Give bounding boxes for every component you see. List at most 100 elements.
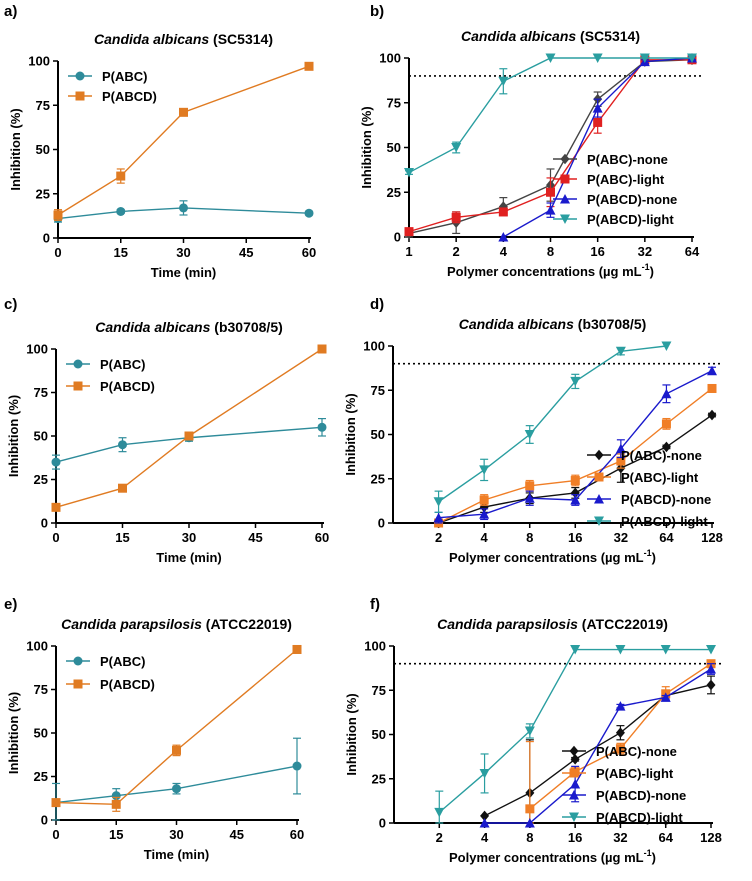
data-point [304, 208, 314, 218]
legend-label: P(ABC)-none [587, 152, 668, 167]
x-tick-label: 0 [54, 245, 61, 260]
series-line [55, 648, 298, 806]
x-tick-label: 4 [481, 530, 489, 545]
y-tick-label: 25 [372, 771, 386, 786]
legend: P(ABC) P(ABCD) [66, 654, 155, 692]
data-point [525, 804, 535, 814]
legend-label: P(ABC) [102, 69, 148, 84]
y-axis-label: Inhibition (%) [343, 393, 358, 475]
chart-title-species: Candida parapsilosis [61, 616, 202, 632]
data-point [661, 419, 671, 429]
series-line [57, 207, 310, 220]
data-point [479, 768, 490, 779]
x-tick-label: 30 [182, 530, 196, 545]
legend-label: P(ABC) [100, 654, 146, 669]
x-tick-label: 15 [109, 827, 123, 842]
data-point [118, 483, 127, 493]
chart-title-strain: (SC5314) [209, 31, 273, 47]
data-point [111, 799, 121, 809]
y-tick-label: 75 [372, 683, 386, 698]
series-line [55, 426, 323, 463]
data-point [570, 494, 581, 505]
series-0 [434, 409, 717, 529]
y-tick-label: 25 [34, 472, 48, 487]
y-tick-label: 75 [34, 385, 48, 400]
legend-marker [569, 768, 579, 778]
legend-label: P(ABCD)-light [587, 212, 674, 227]
legend-label: P(ABC)-light [621, 470, 699, 485]
data-point [660, 645, 671, 655]
x-tick-label: 1 [405, 244, 412, 259]
x-tick-label: 0 [52, 827, 59, 842]
y-tick-label: 25 [36, 186, 50, 201]
data-point [615, 744, 625, 754]
legend-marker [73, 656, 83, 666]
series-2 [433, 365, 717, 524]
x-tick-label: 30 [169, 827, 183, 842]
data-point [545, 205, 556, 215]
x-tick-label: 0 [52, 530, 59, 545]
chart-title-strain: (b30708/5) [210, 319, 282, 335]
y-axis-label: Inhibition (%) [344, 693, 359, 775]
legend-label: P(ABCD)-light [621, 514, 708, 529]
data-point [592, 53, 603, 63]
chart-panel-c: c) Candida albicans (b30708/5) 0 25 50 75 100 0… [4, 296, 329, 565]
data-point [51, 502, 61, 512]
legend-marker [73, 679, 83, 689]
x-tick-label: 60 [302, 245, 316, 260]
series-line [502, 57, 693, 238]
legend-label: P(ABCD) [100, 677, 155, 692]
x-axis-label-sup: -1 [644, 548, 652, 558]
chart-panel-f: f) Candida parapsilosis (ATCC22019) 0 25 50 7… [344, 596, 722, 865]
data-point [570, 753, 580, 765]
legend: P(ABC)-none P(ABC)-light P(ABCD)-none P(ABC… [587, 448, 711, 529]
data-point [292, 644, 302, 654]
x-tick-label: 45 [230, 827, 244, 842]
y-tick-label: 50 [34, 429, 48, 444]
legend-label: P(ABC)-light [596, 766, 674, 781]
chart-title-species: Candida parapsilosis [437, 616, 578, 632]
y-tick-label: 0 [41, 516, 48, 531]
data-point [592, 103, 603, 113]
chart-title-species: Candida albicans [95, 319, 210, 335]
data-point [51, 798, 61, 808]
series-line [438, 345, 667, 503]
data-point [433, 497, 444, 507]
data-point [479, 465, 490, 475]
legend-label: P(ABC)-none [596, 744, 677, 759]
x-tick-label: 15 [114, 245, 128, 260]
legend: P(ABC) P(ABCD) [66, 357, 155, 394]
legend-label: P(ABCD)-none [621, 492, 711, 507]
series-0 [51, 418, 327, 470]
legend-marker [75, 71, 85, 81]
data-point [661, 441, 671, 453]
chart-title-species: Candida albicans [461, 28, 576, 44]
x-axis-label-end: ) [652, 550, 656, 565]
x-tick-label: 4 [500, 244, 508, 259]
data-point [615, 701, 626, 711]
data-point [116, 206, 126, 216]
x-tick-label: 32 [638, 244, 652, 259]
y-tick-label: 100 [364, 639, 386, 654]
x-tick-label: 2 [435, 530, 442, 545]
y-axis-label: Inhibition (%) [359, 106, 374, 188]
x-tick-label: 32 [614, 530, 628, 545]
x-tick-label: 60 [315, 530, 329, 545]
panel-label: d) [370, 296, 384, 313]
chart-panel-d: d) Candida albicans (b30708/5) 0 25 50 75 100 2… [343, 296, 723, 565]
data-point [172, 745, 181, 755]
data-point [451, 143, 462, 153]
x-axis-label-main: Time (min) [151, 265, 217, 280]
data-point [615, 346, 626, 357]
chart-panel-a: a) Candida albicans (SC5314) 0 25 50 75 100 0 15… [4, 3, 316, 280]
x-axis-label-end: ) [650, 264, 654, 279]
data-point [570, 476, 580, 486]
y-axis-label: Inhibition (%) [6, 692, 21, 774]
data-point [616, 456, 626, 466]
data-point [525, 481, 535, 491]
data-point [53, 210, 63, 220]
data-point [317, 344, 327, 354]
y-tick-label: 0 [43, 231, 50, 246]
y-axis-label: Inhibition (%) [6, 395, 21, 477]
x-tick-label: 60 [290, 827, 304, 842]
